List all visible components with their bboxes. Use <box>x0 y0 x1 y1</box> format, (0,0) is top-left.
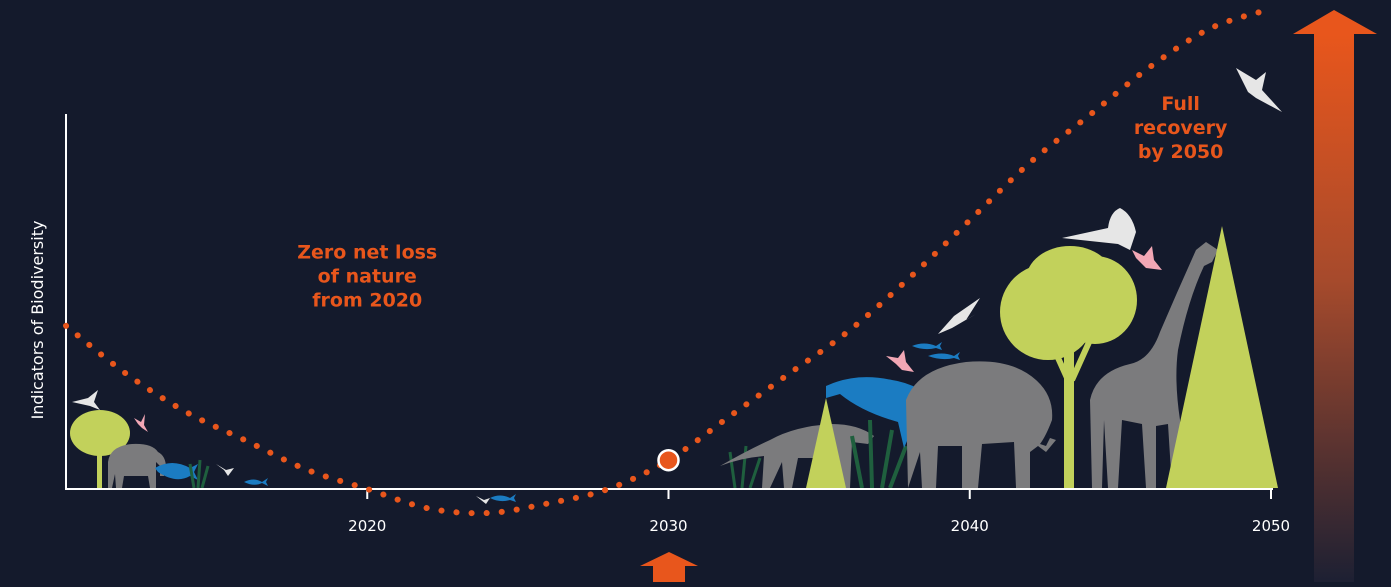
wildlife-illustrations <box>70 68 1282 504</box>
x-tick-label: 2040 <box>951 517 989 535</box>
elephant-icon <box>906 361 1056 488</box>
annotations: Zero net loss of nature from 2020 Full recov… <box>297 93 1228 312</box>
bird-icon <box>72 390 100 410</box>
annotation-line: Zero net loss <box>297 242 437 264</box>
butterfly-icon <box>1132 246 1162 270</box>
fish-icon <box>928 352 960 360</box>
x-axis-ticks: 2020 2030 2040 2050 <box>348 489 1290 535</box>
elephant-icon <box>108 443 166 488</box>
bird-icon <box>476 496 490 504</box>
annotation-line: from 2020 <box>312 290 422 312</box>
annotation-line: by 2050 <box>1138 141 1223 163</box>
x-tick-label: 2020 <box>348 517 386 535</box>
parrot-icon <box>1062 208 1136 250</box>
biodiversity-curve <box>63 6 1274 517</box>
fish-icon <box>912 342 942 350</box>
grass-icon <box>850 419 908 489</box>
fish-icon <box>490 494 516 502</box>
series-line <box>63 6 1274 517</box>
annotation-line: recovery <box>1134 117 1228 139</box>
annotation: Zero net loss of nature from 2020 <box>297 242 437 312</box>
x-tick-label: 2050 <box>1252 517 1290 535</box>
net-positive-arrow-icon <box>640 552 698 582</box>
bird-icon <box>216 464 234 476</box>
tree-icon <box>70 410 130 488</box>
highlight-point <box>657 448 680 472</box>
pine-tree-icon <box>1166 226 1278 488</box>
annotation-line: Full <box>1161 93 1200 115</box>
y-axis-title: Indicators of Biodiversity <box>28 221 47 420</box>
tree-icon <box>1000 246 1137 488</box>
leopard-icon <box>720 424 874 488</box>
butterfly-icon <box>886 350 914 372</box>
recovery-up-arrow-icon <box>1293 10 1377 582</box>
annotation: Full recovery by 2050 <box>1134 93 1228 163</box>
giraffe-icon <box>1090 242 1218 488</box>
fish-icon <box>244 478 268 486</box>
bird-icon <box>938 298 980 334</box>
x-tick-label: 2030 <box>649 517 687 535</box>
pine-tree-icon <box>806 398 846 488</box>
annotation-line: of nature <box>318 266 417 288</box>
butterfly-icon <box>134 414 148 432</box>
shark-icon <box>155 463 198 480</box>
grass-icon <box>188 459 210 489</box>
bird-icon <box>1236 68 1282 112</box>
